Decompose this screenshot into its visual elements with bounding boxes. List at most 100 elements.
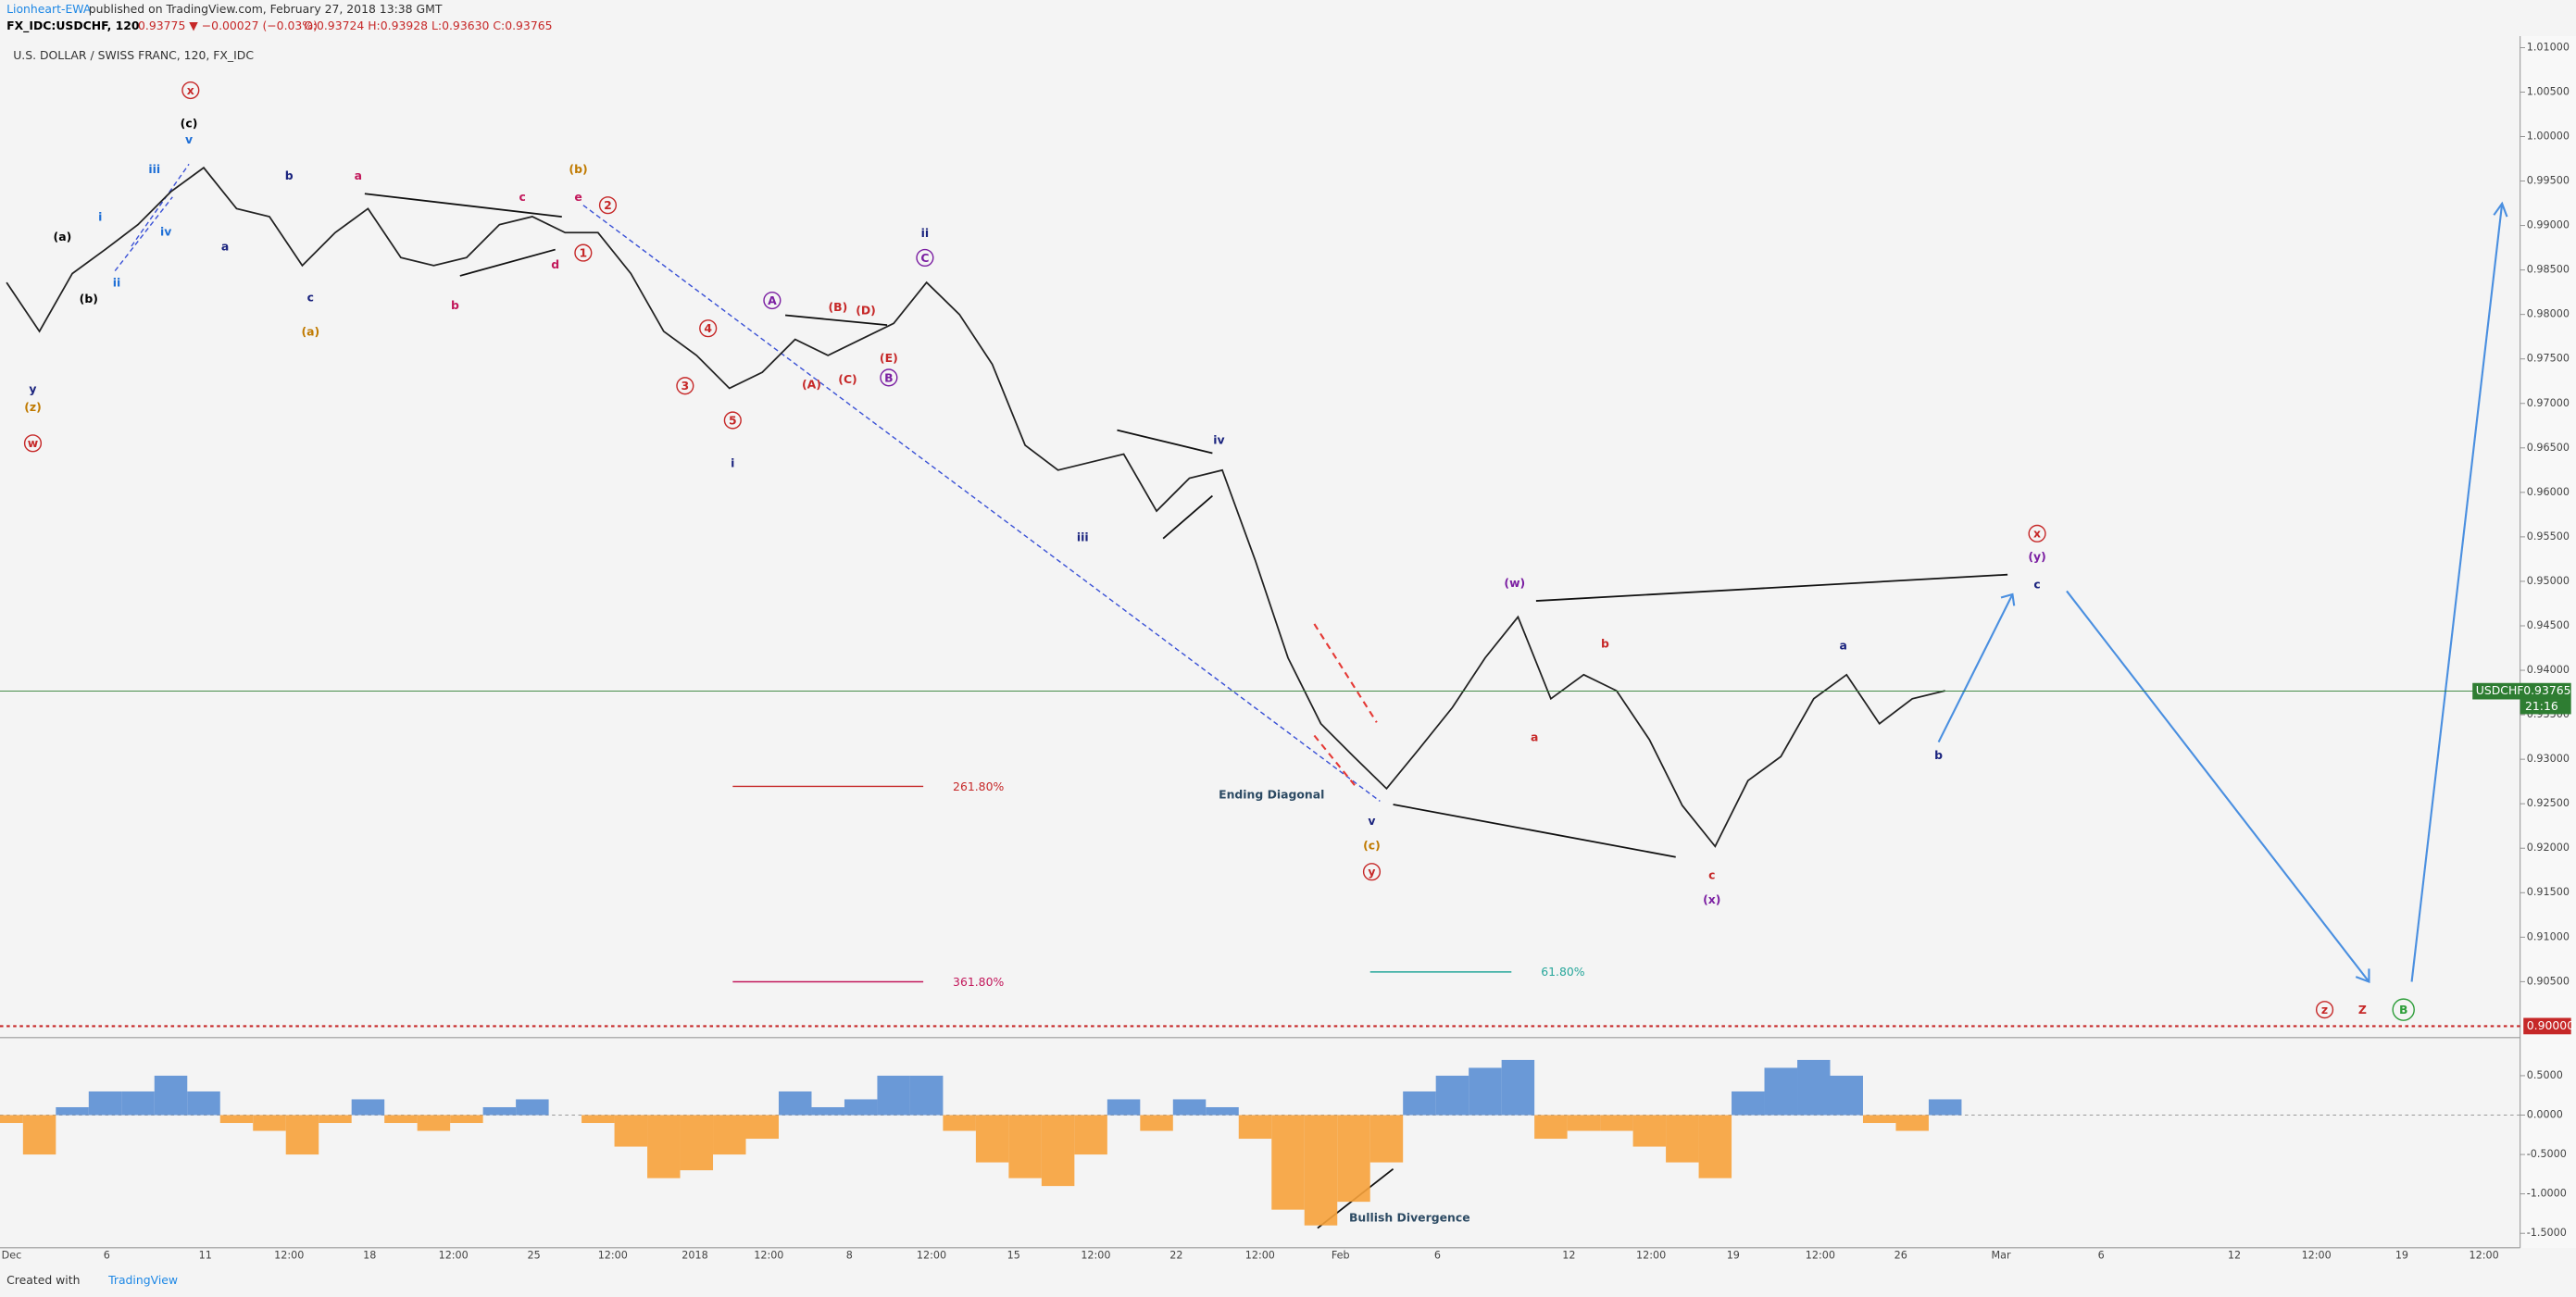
circle-marker	[574, 243, 593, 262]
trend-line	[784, 314, 888, 327]
oscillator-bar	[1369, 1115, 1404, 1163]
y-tick-label: 0.5000	[2527, 1069, 2563, 1081]
x-tick-label: Feb	[1332, 1250, 1350, 1262]
wave-label: c	[2033, 578, 2040, 592]
trend-line	[1162, 494, 1213, 540]
wave-label: (A)	[802, 377, 821, 391]
x-tick-label: 18	[363, 1250, 376, 1262]
wave-label: x	[2033, 527, 2041, 541]
oscillator-bar	[88, 1091, 122, 1116]
y-tick-label: 0.91500	[2527, 886, 2570, 898]
oscillator-bar	[1830, 1075, 1863, 1116]
oscillator-bar	[1172, 1099, 1207, 1116]
y-tick-label: 0.99500	[2527, 175, 2570, 187]
wave-label: i	[98, 209, 102, 223]
channel-line	[131, 163, 190, 247]
y-tick-label: -1.5000	[2527, 1227, 2567, 1239]
oscillator-bar	[1140, 1115, 1173, 1131]
y-tick-label: 0.91000	[2527, 930, 2570, 942]
x-tick-label: 12:00	[917, 1250, 946, 1262]
y-tick-label: -0.5000	[2527, 1148, 2567, 1160]
wave-label: (y)	[2028, 550, 2045, 564]
forecast-arrow	[2066, 590, 2370, 983]
wave-label: (c)	[1363, 839, 1381, 853]
oscillator-bar	[1008, 1115, 1042, 1179]
oscillator-bar	[482, 1106, 517, 1116]
price-line	[6, 166, 1945, 848]
trend-line	[1117, 429, 1213, 455]
oscillator-bar	[1764, 1067, 1798, 1116]
support-tag	[2523, 1017, 2571, 1035]
x-tick-label: 19	[1727, 1250, 1740, 1262]
oscillator-bar	[1074, 1115, 1107, 1155]
x-tick-label: Dec	[2, 1250, 22, 1262]
oscillator-bar	[1928, 1099, 1962, 1116]
diagonal-line	[1313, 623, 1378, 723]
circle-marker	[676, 377, 694, 395]
wave-label: B	[884, 370, 893, 384]
oscillator-bar	[1732, 1091, 1765, 1116]
wave-label: 361.80%	[953, 975, 1004, 989]
oscillator-bar	[877, 1075, 910, 1116]
wave-label: x	[187, 83, 194, 97]
x-tick-label: 12:00	[1081, 1250, 1110, 1262]
circle-marker	[181, 81, 200, 100]
circle-marker	[23, 434, 43, 453]
channel	[114, 163, 1381, 802]
forecast-arrow	[2410, 203, 2504, 982]
oscillator-bar	[1862, 1115, 1896, 1124]
wave-label: 3	[682, 379, 690, 393]
wave-label: (a)	[301, 325, 319, 339]
arrow-head	[2493, 201, 2508, 218]
oscillator-bar	[943, 1115, 976, 1131]
channel-line	[582, 205, 1381, 802]
wave-label: iv	[160, 224, 171, 238]
channel-line	[114, 196, 173, 272]
oscillator-bar	[1337, 1115, 1370, 1203]
oscillator-bar	[1501, 1059, 1535, 1116]
y-tick-label: 0.94000	[2527, 664, 2570, 676]
footer-brand[interactable]: TradingView	[107, 1273, 178, 1287]
oscillator-bar	[614, 1115, 648, 1147]
x-tick-label: 12:00	[439, 1250, 469, 1262]
wave-label: A	[768, 293, 777, 307]
trend-line	[1535, 573, 2008, 602]
oscillator-bar	[1600, 1115, 1633, 1131]
oscillator-bar	[647, 1115, 681, 1179]
oscillator-bar	[713, 1115, 746, 1155]
wave-label: Z	[2358, 1003, 2367, 1016]
oscillator-bar	[1304, 1115, 1338, 1226]
x-tick-label: 12:00	[598, 1250, 628, 1262]
oscillator-bar	[1895, 1115, 1929, 1131]
wave-label: Ending Diagonal	[1219, 788, 1324, 802]
wave-label: iv	[1213, 433, 1224, 447]
y-tick-label: -1.0000	[2527, 1188, 2567, 1200]
y-tick-label: 0.90500	[2527, 975, 2570, 987]
y-tick-label: 0.97000	[2527, 397, 2570, 409]
oscillator-bar	[516, 1099, 549, 1116]
wave-label: (b)	[569, 162, 587, 176]
oscillator-bar	[1698, 1115, 1732, 1179]
oscillator-bar	[1206, 1106, 1239, 1116]
y-tick-label: 0.96500	[2527, 442, 2570, 454]
oscillator-bar	[1666, 1115, 1699, 1163]
wave-label: 261.80%	[953, 779, 1004, 793]
wave-label: 4	[704, 321, 712, 335]
oscillator-bar	[1403, 1091, 1436, 1116]
circle-marker	[880, 368, 898, 387]
oscillator-bar	[1435, 1075, 1469, 1116]
wave-label: c	[519, 190, 526, 204]
circle-marker	[598, 196, 618, 215]
y-tick-label: 1.00000	[2527, 131, 2570, 143]
oscillator-bar	[154, 1075, 188, 1116]
oscillator-bar	[1797, 1059, 1831, 1116]
y-tick-label: 0.92000	[2527, 842, 2570, 854]
countdown-tag	[2520, 699, 2571, 715]
price-axis	[2520, 36, 2576, 1248]
wave-label: a	[355, 168, 362, 182]
x-tick-label: 2018	[682, 1250, 707, 1262]
author[interactable]: Lionheart-EWA	[6, 2, 92, 16]
oscillator-bar	[0, 1115, 23, 1124]
